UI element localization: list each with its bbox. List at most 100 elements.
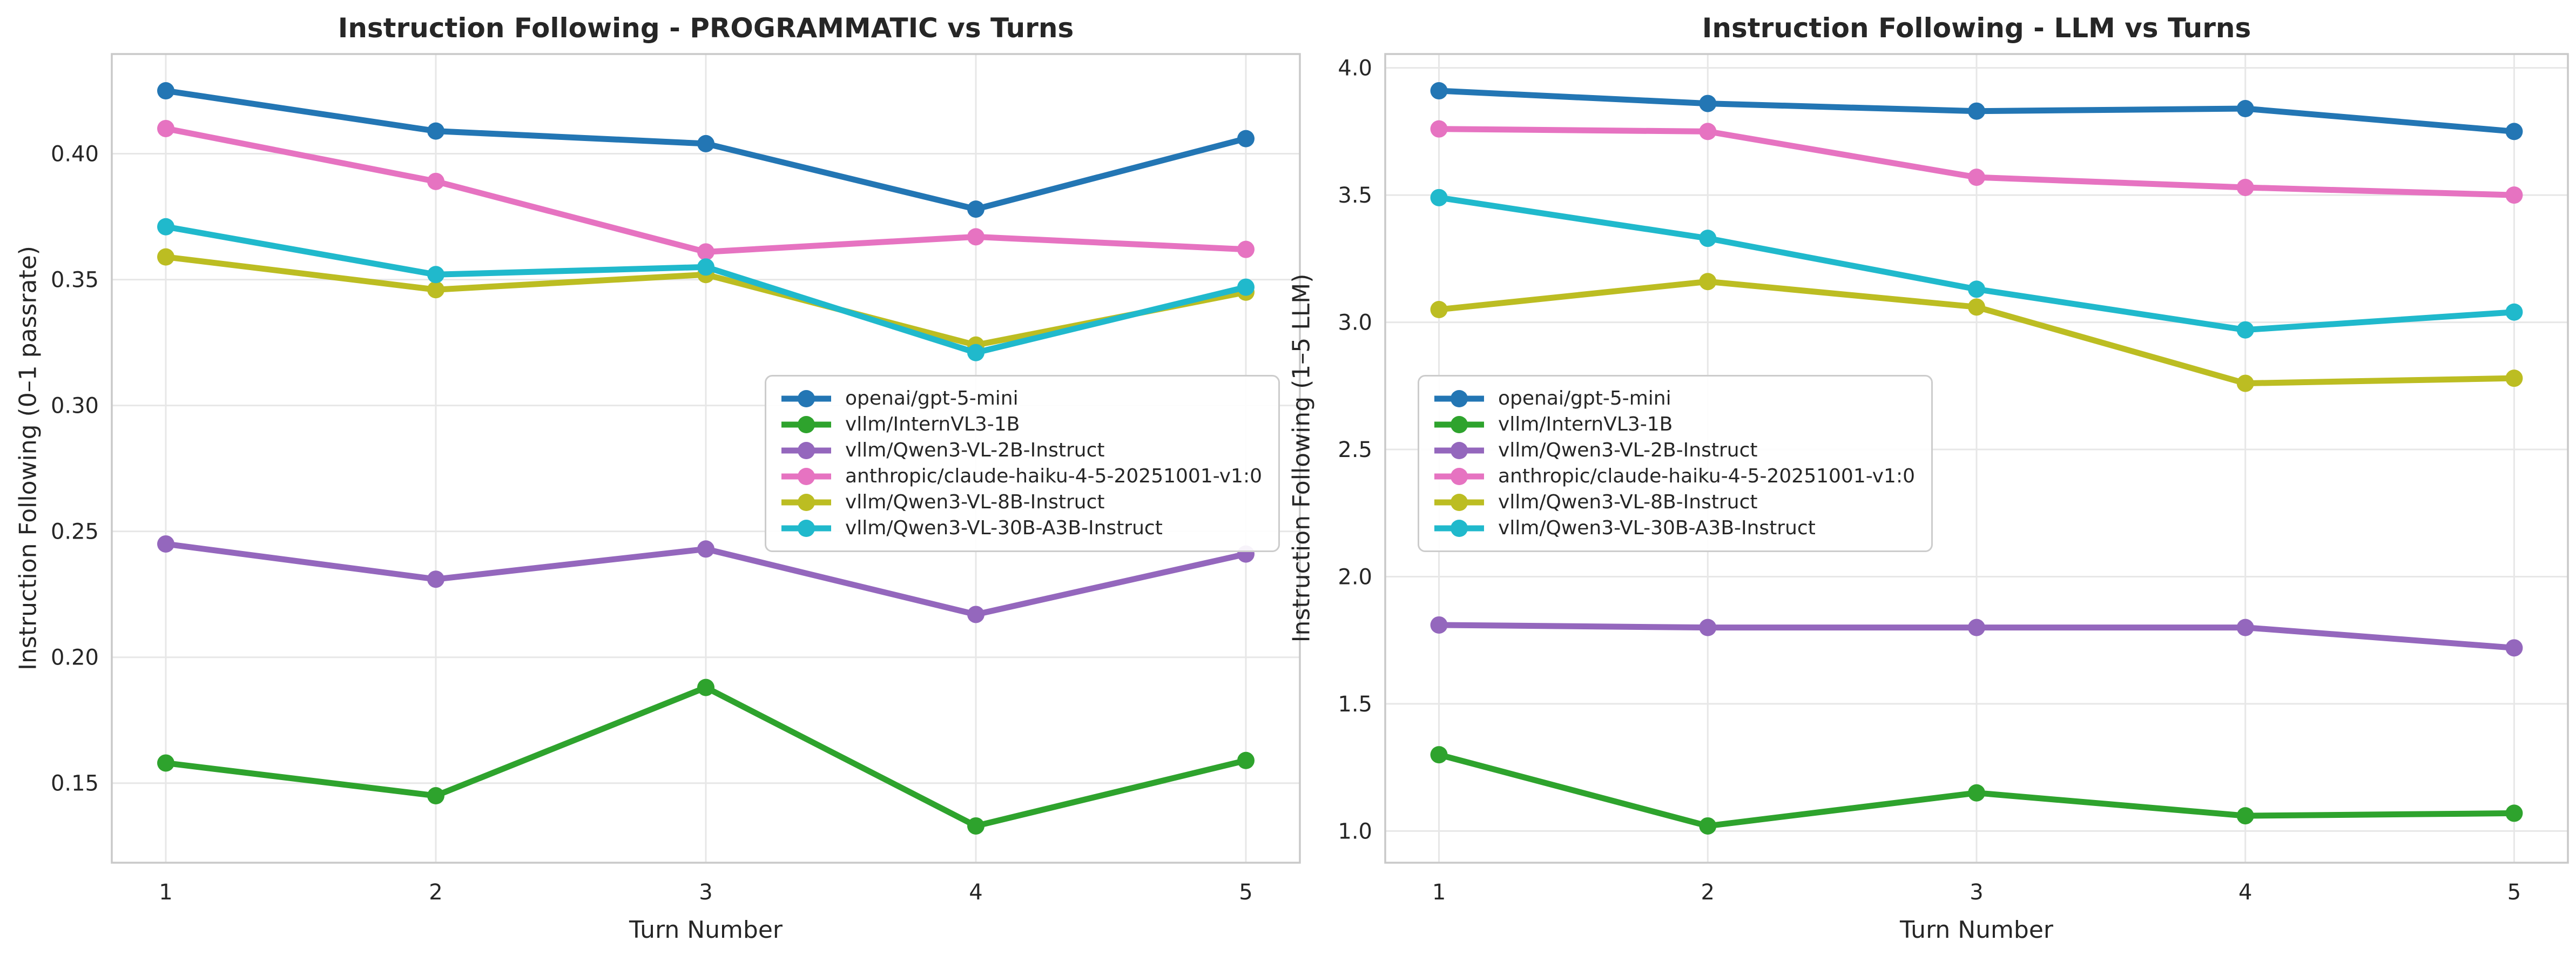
data-point (1699, 123, 1717, 140)
legend-item-label: vllm/Qwen3-VL-2B-Instruct (1498, 439, 1758, 461)
legend-marker-icon (1434, 390, 1484, 407)
legend-marker-dot (798, 468, 815, 485)
legend-marker-icon (781, 416, 831, 433)
right-y-axis-label: Instruction Following (1–5 LLM) (1287, 273, 1316, 643)
data-point (427, 172, 444, 190)
data-point (427, 281, 444, 299)
legend-marker-dot (1451, 390, 1468, 407)
data-point (2236, 178, 2254, 196)
legend-item: anthropic/claude-haiku-4-5-20251001-v1:0 (779, 465, 1262, 488)
legend-marker-dot (798, 494, 815, 511)
data-point (2505, 804, 2523, 822)
y-tick-label: 2.0 (1338, 565, 1372, 589)
data-point (967, 228, 984, 246)
y-tick-label: 0.35 (51, 268, 99, 293)
data-point (2505, 369, 2523, 387)
data-point (1968, 784, 1985, 802)
legend-marker-icon (781, 390, 831, 407)
legend-item: vllm/Qwen3-VL-30B-A3B-Instruct (1432, 517, 1915, 540)
data-point (1237, 278, 1255, 296)
y-tick-label: 0.30 (51, 394, 99, 419)
legend-item-label: anthropic/claude-haiku-4-5-20251001-v1:0 (1498, 465, 1915, 487)
data-point (1968, 169, 1985, 186)
data-point (697, 678, 714, 696)
legend-item: openai/gpt-5-mini (1432, 387, 1915, 410)
data-point (2505, 303, 2523, 321)
data-point (697, 243, 714, 261)
data-point (967, 344, 984, 361)
y-tick-label: 0.40 (51, 142, 99, 167)
legend-item: anthropic/claude-haiku-4-5-20251001-v1:0 (1432, 465, 1915, 488)
data-point (1237, 751, 1255, 769)
axes-frame (1384, 53, 2569, 864)
data-point (1968, 298, 1985, 316)
x-tick-label: 1 (1432, 880, 1446, 905)
legend-item: vllm/Qwen3-VL-30B-A3B-Instruct (779, 517, 1262, 540)
legend-marker-dot (1451, 468, 1468, 485)
y-tick-label: 3.5 (1338, 183, 1372, 208)
data-point (427, 787, 444, 805)
legend-marker-icon (781, 468, 831, 485)
legend-marker-icon (1434, 468, 1484, 485)
legend-item: vllm/InternVL3-1B (1432, 413, 1915, 436)
data-point (2505, 123, 2523, 140)
y-tick-label: 0.20 (51, 646, 99, 670)
x-tick-label: 1 (159, 880, 172, 905)
legend-item-label: anthropic/claude-haiku-4-5-20251001-v1:0 (845, 465, 1262, 487)
data-point (2505, 186, 2523, 204)
axes-frame (111, 53, 1301, 864)
left-x-axis-label: Turn Number (629, 916, 783, 944)
left-chart-title: Instruction Following - PROGRAMMATIC vs … (338, 12, 1074, 44)
x-tick-label: 5 (2507, 880, 2521, 905)
legend-item-label: vllm/Qwen3-VL-8B-Instruct (1498, 491, 1758, 513)
y-tick-label: 1.5 (1338, 692, 1372, 717)
left-y-axis-label: Instruction Following (0–1 passrate) (14, 246, 42, 670)
y-tick-label: 0.25 (51, 520, 99, 545)
legend-item-label: vllm/Qwen3-VL-8B-Instruct (845, 491, 1105, 513)
data-point (1430, 616, 1448, 634)
right-chart-title: Instruction Following - LLM vs Turns (1702, 12, 2251, 44)
data-point (1430, 301, 1448, 319)
data-point (1968, 102, 1985, 120)
data-point (157, 535, 174, 553)
legend-item-label: openai/gpt-5-mini (845, 387, 1019, 409)
data-point (967, 606, 984, 623)
legend-marker-icon (781, 520, 831, 537)
data-point (2236, 619, 2254, 636)
data-point (697, 258, 714, 276)
legend-marker-icon (1434, 442, 1484, 459)
data-point (967, 817, 984, 835)
data-point (2236, 100, 2254, 118)
data-point (1430, 746, 1448, 764)
data-point (967, 200, 984, 218)
data-point (157, 248, 174, 266)
legend-marker-dot (798, 520, 815, 537)
data-point (1237, 240, 1255, 258)
legend-marker-dot (798, 442, 815, 459)
data-point (2236, 374, 2254, 392)
data-point (157, 119, 174, 137)
data-point (1237, 130, 1255, 147)
legend-marker-dot (1451, 442, 1468, 459)
y-tick-label: 4.0 (1338, 56, 1372, 81)
legend-marker-dot (1451, 520, 1468, 537)
legend-marker-dot (1451, 416, 1468, 433)
data-point (2505, 639, 2523, 657)
data-point (2236, 807, 2254, 825)
data-point (427, 570, 444, 588)
legend-item: vllm/Qwen3-VL-2B-Instruct (779, 439, 1262, 462)
data-point (697, 135, 714, 152)
legend-marker-dot (798, 390, 815, 407)
legend-item: vllm/Qwen3-VL-2B-Instruct (1432, 439, 1915, 462)
legend-item: vllm/Qwen3-VL-8B-Instruct (1432, 491, 1915, 514)
data-point (1699, 230, 1717, 247)
legend-item: vllm/InternVL3-1B (779, 413, 1262, 436)
x-tick-label: 2 (1701, 880, 1715, 905)
legend-item: openai/gpt-5-mini (779, 387, 1262, 410)
data-point (697, 540, 714, 558)
data-point (157, 82, 174, 100)
legend-item-label: vllm/Qwen3-VL-2B-Instruct (845, 439, 1105, 461)
data-point (1699, 95, 1717, 112)
right-x-axis-label: Turn Number (1899, 916, 2054, 944)
